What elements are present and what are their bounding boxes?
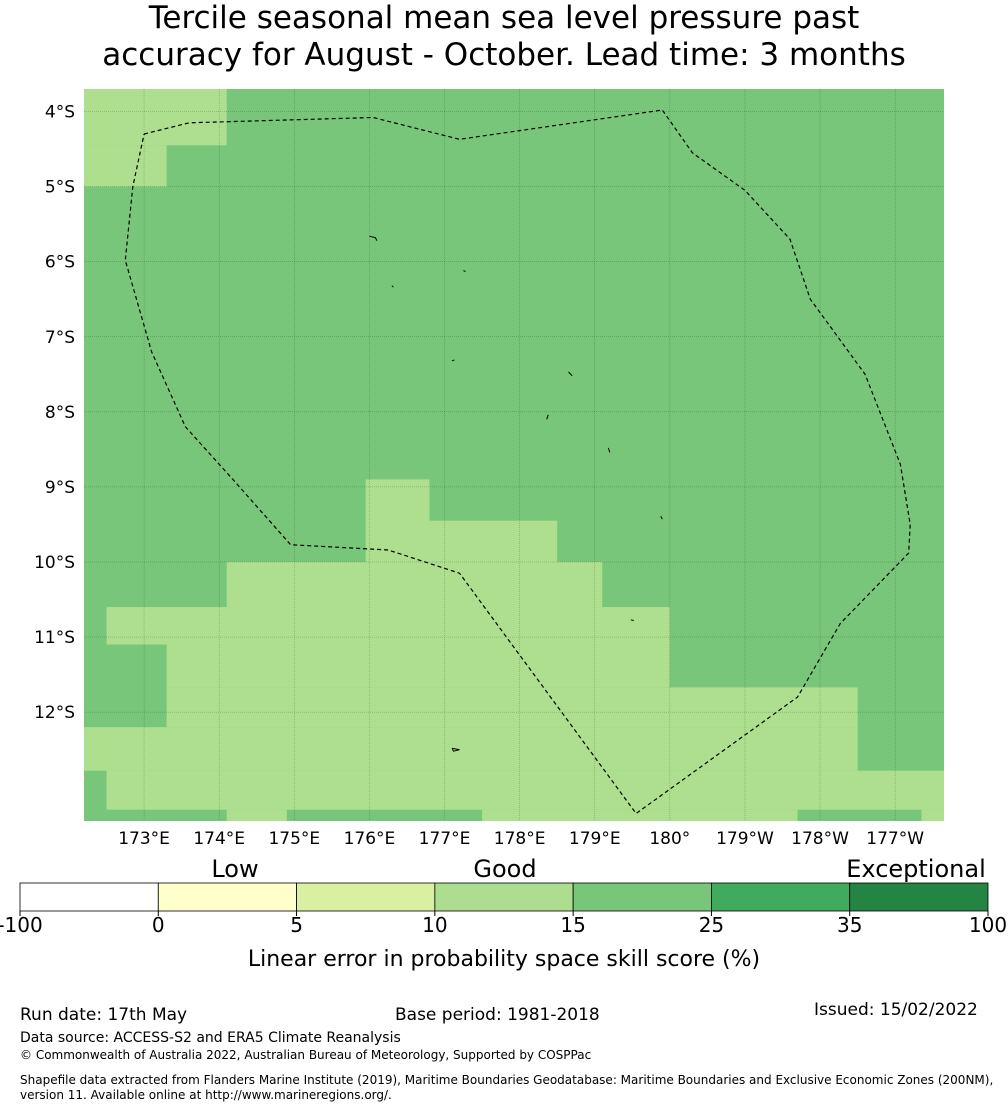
skill-cell-10-15 (84, 145, 167, 187)
lat-label: 10°S (34, 553, 75, 573)
colorbar-segment (296, 882, 436, 912)
skill-class-cells (84, 89, 944, 821)
skill-cell-10-15 (226, 809, 287, 821)
colorbar-segment (19, 882, 159, 912)
skill-cell-10-15 (106, 770, 944, 810)
colorbar-segment (434, 882, 574, 912)
shapefile-credit-line-2: version 11. Available online at http://w… (20, 1088, 392, 1102)
lat-label: 6°S (45, 253, 75, 273)
skill-cell-10-15 (166, 687, 858, 728)
colorbar-segment (711, 882, 851, 912)
eez-boundary (124, 109, 911, 815)
skill-cell-10-15 (166, 644, 670, 688)
colorbar-tick-label: 15 (560, 913, 585, 937)
colorbar-tick-label: 10 (422, 913, 447, 937)
title-line-1: Tercile seasonal mean sea level pressure… (148, 0, 860, 36)
skill-cell-10-15 (482, 809, 798, 821)
lat-label: 8°S (45, 403, 75, 423)
copyright: © Commonwealth of Australia 2022, Austra… (20, 1048, 592, 1062)
island-outline (630, 619, 634, 621)
colorbar-tick-label: 0 (152, 913, 165, 937)
colorbar-segment (157, 882, 297, 912)
colorbar-tick-label: 35 (837, 913, 862, 937)
island-outline (568, 371, 573, 377)
lon-label: 178°E (494, 829, 546, 849)
colorbar-ticks: -100 0 5 10 15 25 35 100 (0, 911, 1007, 937)
island-outline (607, 447, 611, 453)
lon-label: 177°E (419, 829, 471, 849)
shapefile-credit-line-1: Shapefile data extracted from Flanders M… (20, 1073, 994, 1087)
lat-label: 5°S (45, 178, 75, 198)
lon-label: 179°W (716, 829, 774, 849)
graticule (84, 89, 944, 821)
skill-cell-10-15 (921, 809, 944, 821)
colorbar-segment (849, 882, 989, 912)
legend-good-label: Good (473, 855, 536, 883)
skill-cell-10-15 (365, 479, 430, 562)
lat-label: 11°S (34, 628, 75, 648)
lat-label: 12°S (34, 703, 75, 723)
longitude-labels: 173°E 174°E 175°E 176°E 177°E 178°E 179°E 180° 1… (118, 829, 924, 849)
legend-exceptional-label: Exceptional (846, 855, 986, 883)
lon-label: 173°E (118, 829, 170, 849)
latitude-labels: 4°S 5°S 6°S 7°S 8°S 9°S 10°S 11°S 12°S (34, 103, 75, 724)
colorbar-tick-label: 100 (969, 913, 1007, 937)
island-outline (546, 414, 549, 420)
colorbar-segment (572, 882, 712, 912)
lon-label: 179°E (569, 829, 621, 849)
base-period: Base period: 1981-2018 (395, 1005, 600, 1025)
island-outline (391, 285, 394, 288)
lat-label: 7°S (45, 328, 75, 348)
lon-label: 178°W (791, 829, 849, 849)
lat-label: 4°S (45, 103, 75, 123)
data-source: Data source: ACCESS-S2 and ERA5 Climate … (20, 1030, 401, 1046)
lon-label: 177°W (866, 829, 924, 849)
run-date: Run date: 17th May (20, 1005, 188, 1025)
island-outline (463, 270, 466, 272)
skill-cell-10-15 (429, 520, 558, 562)
island-outlines (369, 235, 663, 752)
skill-cell-10-15 (226, 561, 603, 608)
title-line-2: accuracy for August - October. Lead time… (102, 37, 906, 73)
skill-cell-10-15 (84, 89, 227, 146)
colorbar-caption: Linear error in probability space skill … (248, 947, 760, 972)
lon-label: 176°E (344, 829, 396, 849)
lat-label: 9°S (45, 478, 75, 498)
lon-label: 174°E (193, 829, 245, 849)
colorbar (19, 882, 989, 912)
skill-cell-10-15 (84, 727, 858, 771)
colorbar-legend: Low Good Exceptional -100 0 5 10 15 25 35 100 L… (0, 855, 1007, 972)
legend-low-label: Low (211, 855, 258, 883)
island-outline (451, 747, 460, 752)
colorbar-tick-label: 25 (699, 913, 724, 937)
island-outline (369, 235, 378, 241)
page-title: Tercile seasonal mean sea level pressure… (0, 0, 1008, 74)
lon-label: 175°E (268, 829, 320, 849)
map-panel (84, 89, 944, 821)
colorbar-tick-label: -100 (0, 913, 43, 937)
lon-label: 180° (649, 829, 690, 849)
issued-date: Issued: 15/02/2022 (814, 1000, 978, 1020)
island-outline (660, 515, 663, 520)
colorbar-tick-label: 5 (290, 913, 303, 937)
skill-cell-10-15 (106, 607, 670, 645)
island-outline (451, 359, 455, 362)
